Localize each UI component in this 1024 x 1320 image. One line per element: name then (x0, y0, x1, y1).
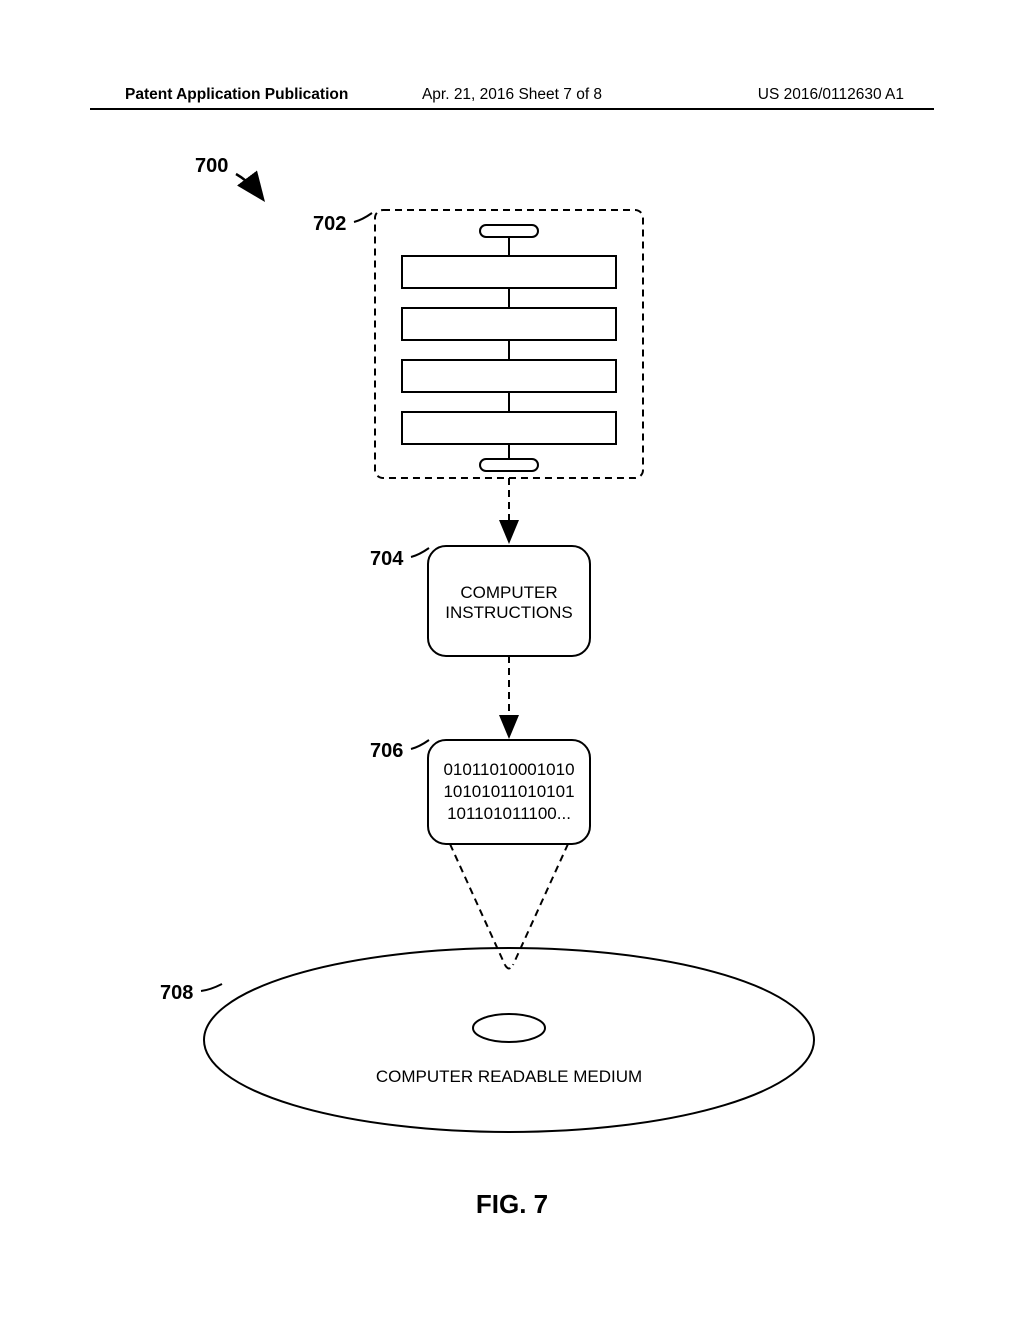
instructions-text-2: INSTRUCTIONS (445, 603, 573, 622)
patent-page: Patent Application Publication Apr. 21, … (0, 0, 1024, 1320)
instructions-text-1: COMPUTER (460, 583, 557, 602)
binary-text-1: 01011010001010 (443, 760, 574, 779)
binary-text-2: 10101011010101 (443, 782, 574, 801)
diagram-svg: COMPUTER INSTRUCTIONS 01011010001010 101… (0, 0, 1024, 1320)
medium-text: COMPUTER READABLE MEDIUM (376, 1067, 642, 1086)
binary-text-3: 101101011100... (447, 804, 571, 823)
